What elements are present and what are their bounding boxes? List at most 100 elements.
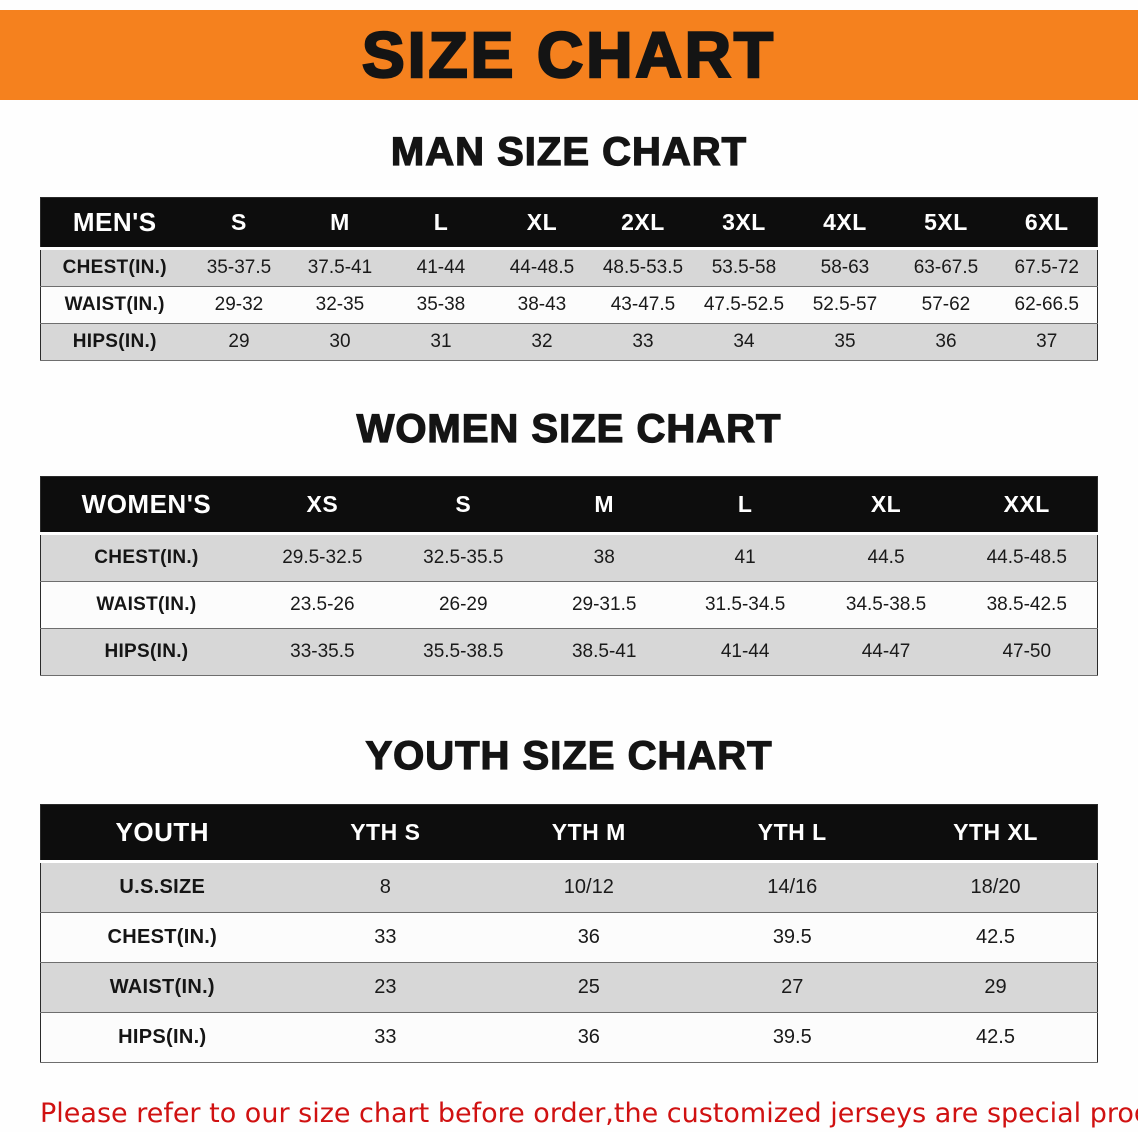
order-disclaimer: Please refer to our size chart before or… [40,1093,1138,1132]
size-value-cell: 33 [374,926,397,948]
women-size-section: WOMEN SIZE CHART WOMEN'S XS S M L XL XXL CHEST(… [0,406,1138,676]
table-row: WAIST(IN.) 29-32 32-35 35-38 38-43 43-47.5 47.… [40,286,1098,324]
size-value-cell: 32-35 [315,294,365,315]
size-value-cell: 67.5-72 [1014,257,1079,278]
size-value-cell: 30 [329,331,351,352]
size-value-cell: 44.5 [867,547,905,568]
size-value-cell: 31 [430,331,452,352]
size-value-cell: 43-47.5 [610,294,676,315]
size-column-header: 5XL [895,197,997,250]
size-value-cell: 39.5 [772,1026,812,1048]
size-value-cell: 36 [935,331,957,352]
size-value-cell: 26-29 [438,594,488,615]
table-title-cell: MEN'S [40,197,189,250]
table-title-cell: YOUTH [40,804,284,863]
row-label-cell: WAIST(IN.) [109,976,215,998]
size-column-header: S [188,197,290,250]
size-value-cell: 44-47 [861,641,911,662]
size-value-cell: 42.5 [976,1026,1015,1048]
size-value-cell: 63-67.5 [913,257,979,278]
row-label-cell: HIPS(IN.) [72,331,157,352]
size-column-header: XL [491,197,593,250]
size-value-cell: 38.5-41 [571,641,637,662]
table-row: CHEST(IN.) 35-37.5 37.5-41 41-44 44-48.5 48.5… [40,248,1098,287]
row-label-cell: WAIST(IN.) [64,294,165,315]
table-row: CHEST(IN.) 29.5-32.5 32.5-35.5 38 41 44.5 44.5… [40,533,1098,582]
size-value-cell: 25 [577,976,600,998]
size-value-cell: 41-44 [416,257,466,278]
size-value-cell: 44.5-48.5 [986,547,1067,568]
size-value-cell: 23 [374,976,397,998]
size-column-header: YTH S [283,804,488,863]
size-column-header: 2XL [592,197,694,250]
men-size-table: MEN'S S M L XL 2XL 3XL 4XL 5XL 6XL CHEST(IN.) 35-37… [40,197,1098,361]
size-value-cell: 29 [984,976,1007,998]
size-chart-banner: SIZE CHART [0,10,1138,100]
table-row: CHEST(IN.) 33 36 39.5 42.5 [40,912,1098,963]
youth-section-heading: YOUTH SIZE CHART [365,733,773,778]
size-value-cell: 38.5-42.5 [986,594,1067,615]
size-value-cell: 34.5-38.5 [845,594,927,615]
table-row: HIPS(IN.) 29 30 31 32 33 34 35 36 37 [40,323,1098,361]
men-size-section: MAN SIZE CHART MEN'S S M L XL 2XL 3XL 4XL 5XL 6XL… [0,129,1138,361]
size-column-header: L [390,197,492,250]
row-label-cell: HIPS(IN.) [118,1026,207,1048]
size-value-cell: 44-48.5 [509,257,575,278]
size-value-cell: 38-43 [517,294,567,315]
table-title-cell: WOMEN'S [40,476,252,535]
size-value-cell: 31.5-34.5 [704,594,786,615]
row-label-cell: CHEST(IN.) [94,547,199,568]
youth-size-section: YOUTH SIZE CHART YOUTH YTH S YTH M YTH L YTH… [0,733,1138,1063]
size-value-cell: 37.5-41 [307,257,373,278]
size-column-header: M [289,197,391,250]
table-row: WAIST(IN.) 23.5-26 26-29 29-31.5 31.5-34.5 34… [40,581,1098,629]
size-value-cell: 48.5-53.5 [602,257,684,278]
size-value-cell: 41-44 [720,641,770,662]
size-value-cell: 34 [733,331,755,352]
table-header-row: WOMEN'S XS S M L XL XXL [40,476,1098,535]
size-column-header: YTH M [487,804,691,863]
men-section-heading: MAN SIZE CHART [390,129,748,174]
size-column-header: XS [251,476,393,535]
size-value-cell: 41 [734,547,756,568]
size-value-cell: 14/16 [767,876,818,898]
page-title: SIZE CHART [361,18,776,93]
size-column-header: YTH L [690,804,895,863]
size-value-cell: 8 [379,876,391,898]
row-label-cell: CHEST(IN.) [107,926,218,948]
size-value-cell: 29.5-32.5 [282,547,363,568]
size-value-cell: 10/12 [563,876,614,898]
table-row: HIPS(IN.) 33-35.5 35.5-38.5 38.5-41 41-44 44-… [40,628,1098,676]
size-value-cell: 62-66.5 [1014,294,1079,315]
size-column-header: XXL [956,476,1098,535]
row-label-cell: WAIST(IN.) [96,594,197,615]
table-row: WAIST(IN.) 23 25 27 29 [40,962,1098,1013]
size-value-cell: 27 [781,976,804,998]
row-label-cell: HIPS(IN.) [104,641,189,662]
size-column-header: 6XL [996,197,1098,250]
size-value-cell: 33-35.5 [290,641,355,662]
size-value-cell: 35 [834,331,856,352]
size-value-cell: 57-62 [921,294,971,315]
size-value-cell: 23.5-26 [290,594,355,615]
size-column-header: M [533,476,675,535]
size-value-cell: 38 [593,547,615,568]
size-value-cell: 47-50 [1002,641,1052,662]
row-label-cell: CHEST(IN.) [62,257,167,278]
size-value-cell: 29 [228,331,250,352]
size-value-cell: 32 [531,331,553,352]
size-value-cell: 39.5 [772,926,812,948]
size-value-cell: 42.5 [976,926,1015,948]
size-value-cell: 36 [577,1026,600,1048]
size-value-cell: 58-63 [820,257,870,278]
disclaimer-line-1: Please refer to our size chart before or… [40,1098,1138,1129]
table-row: U.S.SIZE 8 10/12 14/16 18/20 [40,861,1098,913]
table-header-row: MEN'S S M L XL 2XL 3XL 4XL 5XL 6XL [40,197,1098,250]
size-value-cell: 37 [1036,331,1058,352]
women-section-heading: WOMEN SIZE CHART [356,406,782,451]
size-column-header: XL [815,476,957,535]
size-value-cell: 29-32 [214,294,264,315]
size-value-cell: 52.5-57 [812,294,878,315]
size-column-header: 4XL [794,197,896,250]
size-value-cell: 53.5-58 [711,257,777,278]
